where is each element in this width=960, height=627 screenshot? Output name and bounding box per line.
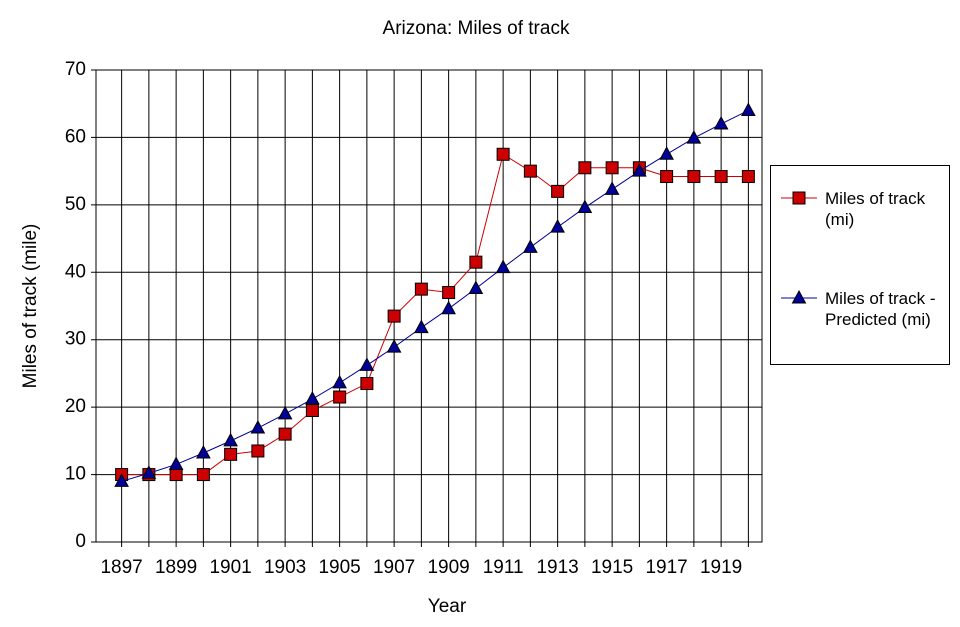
series-line xyxy=(121,153,749,476)
data-point xyxy=(659,146,674,160)
data-point xyxy=(278,427,292,441)
x-tick-label: 1907 xyxy=(373,557,415,578)
data-point xyxy=(442,286,456,300)
y-tick-label: 20 xyxy=(65,396,86,417)
data-point xyxy=(250,419,266,434)
data-point xyxy=(495,259,511,274)
data-point xyxy=(141,465,157,479)
data-point xyxy=(604,181,620,195)
data-point xyxy=(360,377,374,391)
data-point xyxy=(551,184,565,198)
x-tick-label: 1905 xyxy=(318,557,360,578)
data-point xyxy=(414,319,429,334)
data-point xyxy=(196,468,210,482)
data-point xyxy=(386,339,402,353)
x-axis-title: Year xyxy=(428,596,467,617)
data-point xyxy=(468,280,484,294)
data-point xyxy=(713,115,729,130)
legend-label: Miles of track - Predicted (mi) xyxy=(825,289,936,329)
y-tick-label: 70 xyxy=(65,59,86,80)
x-tick-label: 1913 xyxy=(536,557,578,578)
legend-symbol xyxy=(781,289,817,304)
y-tick-label: 10 xyxy=(65,464,86,485)
plot-area xyxy=(95,69,763,543)
data-point xyxy=(496,147,510,161)
x-tick-label: 1911 xyxy=(483,557,524,578)
y-tick-label: 40 xyxy=(65,261,86,282)
data-point xyxy=(578,161,592,175)
x-tick-label: 1901 xyxy=(209,557,251,578)
data-point xyxy=(660,170,674,184)
data-point xyxy=(577,199,593,214)
data-point xyxy=(223,432,238,447)
x-tick-label: 1903 xyxy=(264,557,306,578)
data-point xyxy=(523,164,537,178)
data-point xyxy=(305,391,320,405)
marker-triangle xyxy=(791,289,807,304)
data-point xyxy=(550,219,565,233)
data-point xyxy=(414,282,428,296)
data-point xyxy=(469,255,483,269)
data-point xyxy=(277,405,293,420)
data-point xyxy=(632,163,647,177)
data-point xyxy=(686,130,702,144)
data-point xyxy=(196,444,211,459)
data-point xyxy=(523,239,538,253)
x-tick-label: 1897 xyxy=(100,557,142,578)
data-point xyxy=(224,447,238,461)
data-point xyxy=(605,161,619,175)
data-point xyxy=(441,300,456,315)
data-point xyxy=(114,473,129,487)
y-tick-label: 30 xyxy=(65,329,86,350)
x-tick-label: 1919 xyxy=(700,557,742,578)
series-line xyxy=(121,110,749,482)
legend-label: Miles of track (mi) xyxy=(825,189,926,229)
data-point xyxy=(333,390,347,404)
y-tick-label: 60 xyxy=(65,126,86,147)
data-point xyxy=(359,357,375,371)
legend: Miles of track (mi) Miles of track - Pred… xyxy=(770,165,950,365)
data-point xyxy=(305,404,319,418)
legend-item: Miles of track (mi) xyxy=(779,188,945,230)
data-point xyxy=(332,374,347,389)
marker-square xyxy=(792,191,806,205)
chart-title: Arizona: Miles of track xyxy=(383,18,570,39)
data-point xyxy=(387,309,401,323)
x-tick-label: 1899 xyxy=(155,557,197,578)
y-axis-title: Miles of track (mile) xyxy=(20,224,41,389)
data-point xyxy=(251,444,265,458)
y-tick-label: 0 xyxy=(75,531,86,552)
data-point xyxy=(168,456,184,470)
legend-symbol xyxy=(781,191,817,205)
data-point xyxy=(714,170,728,184)
data-point xyxy=(169,468,183,482)
data-point xyxy=(687,170,701,184)
x-tick-label: 1915 xyxy=(591,557,633,578)
x-tick-label: 1909 xyxy=(427,557,469,578)
x-tick-label: 1917 xyxy=(645,557,687,578)
data-point xyxy=(741,170,755,184)
legend-item: Miles of track - Predicted (mi) xyxy=(779,288,945,330)
y-tick-label: 50 xyxy=(65,194,86,215)
data-point xyxy=(741,102,756,116)
